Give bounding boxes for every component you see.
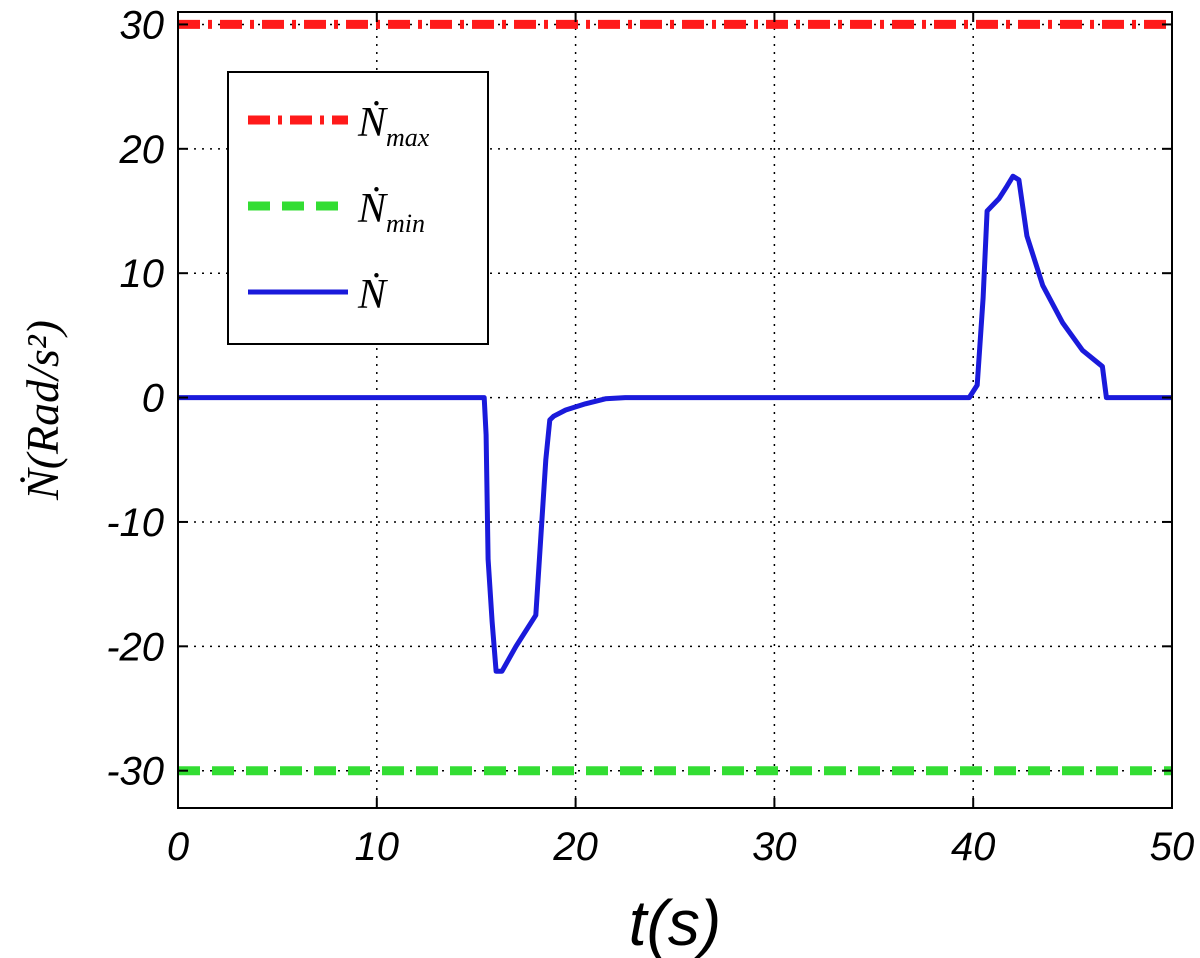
- series-line-2: [178, 173, 1172, 674]
- y-tick-label: -20: [106, 625, 164, 669]
- x-tick-label: 40: [951, 825, 996, 869]
- x-tick-label: 0: [167, 825, 189, 869]
- y-tick-label: -30: [106, 750, 164, 794]
- plot-frame: [177, 11, 1173, 809]
- y-tick-label: 0: [142, 377, 164, 421]
- legend-label-0: Ṅmax: [357, 100, 430, 152]
- y-tick-label: 30: [120, 3, 165, 47]
- x-tick-label: 30: [752, 825, 797, 869]
- tick-marks: [177, 12, 1173, 808]
- y-tick-label: -10: [106, 501, 164, 545]
- x-tick-labels: 0 10 20 30 40 50: [167, 825, 1194, 869]
- x-tick-label: 20: [552, 825, 598, 869]
- y-tick-label: 20: [119, 128, 165, 172]
- x-tick-label: 50: [1150, 825, 1195, 869]
- legend: Ṅmax Ṅmin Ṅ: [227, 71, 489, 345]
- y-axis-label: Ṅ(Rad/s²): [17, 320, 68, 501]
- legend-label-1: Ṅmin: [357, 186, 425, 238]
- legend-box: [227, 71, 489, 345]
- series-layer: [178, 19, 1172, 776]
- y-tick-labels: 30 20 10 0 -10 -20 -30: [106, 3, 164, 793]
- legend-label-2: Ṅ: [357, 272, 388, 318]
- x-tick-label: 10: [355, 825, 400, 869]
- x-axis-label: t(s): [629, 887, 721, 958]
- y-tick-label: 10: [120, 252, 165, 296]
